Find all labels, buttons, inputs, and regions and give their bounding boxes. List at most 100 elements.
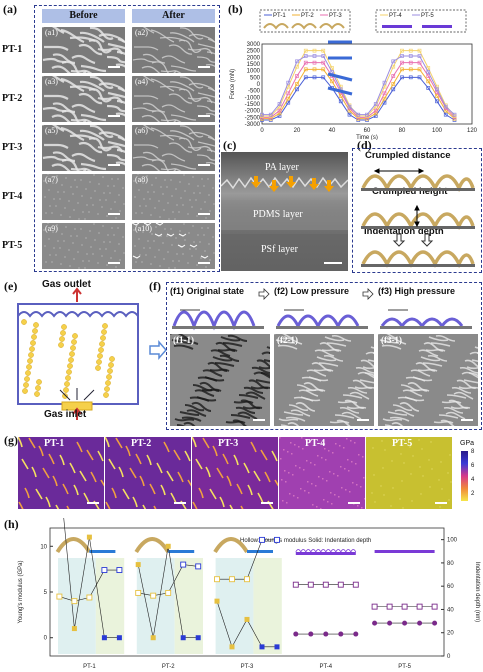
modulus-point [337, 581, 344, 588]
data-point [408, 54, 413, 58]
data-point [391, 82, 396, 86]
modulus-point [307, 581, 314, 588]
pa-layer-label: PA layer [265, 162, 299, 173]
data-point [400, 54, 404, 58]
depth-point [417, 620, 423, 626]
data-point [295, 87, 299, 92]
colorbar-tick-4: 4 [471, 477, 475, 483]
data-point [400, 67, 404, 72]
modulus-point [86, 594, 93, 601]
wrinkle-profile [380, 309, 472, 329]
data-point [286, 100, 291, 105]
data-point [330, 79, 334, 84]
depth-point [372, 620, 378, 626]
data-point [303, 60, 308, 65]
y-tick-label: -1500 [245, 102, 261, 108]
data-point [303, 48, 308, 53]
data-point [321, 48, 326, 53]
state-sem-image: (f2-1) [274, 334, 374, 426]
data-point [408, 48, 413, 53]
sem-image: (a1) [42, 27, 125, 73]
y2-tick-label: 20 [447, 631, 454, 637]
scale-bar [108, 213, 120, 215]
legend-label: PT-2 [301, 13, 314, 19]
y-tick-label: -1000 [245, 95, 261, 101]
sem-image: (a5) [42, 125, 125, 171]
sem-row-label: PT-2 [2, 93, 23, 104]
scale-bar [198, 164, 210, 166]
state-image-label: (f3-1) [381, 335, 402, 345]
colorbar-tick-6: 6 [471, 463, 475, 469]
data-point [303, 75, 308, 80]
data-point [426, 86, 431, 90]
data-point [365, 112, 369, 117]
data-point [382, 91, 387, 96]
scale-bar [253, 419, 265, 421]
y-tick-label: 0 [257, 82, 261, 88]
data-point [312, 60, 317, 65]
scale-bar [198, 66, 210, 68]
y-tick-label: 5 [44, 590, 48, 596]
sem-image: (a10) [132, 223, 215, 269]
depth-point [338, 631, 344, 637]
wrinkle-schematic [361, 168, 475, 269]
state-title: High pressure [394, 286, 456, 296]
data-point [303, 67, 308, 72]
y-tick-label: 10 [40, 544, 47, 550]
y-axis-label: Young's modulus (GPa) [18, 561, 24, 624]
data-point [295, 82, 299, 86]
wrinkle-profile [172, 309, 264, 331]
x-tick-label: 80 [399, 128, 406, 134]
data-point [400, 60, 404, 65]
data-point [382, 96, 387, 101]
data-point [408, 67, 413, 72]
series-line [262, 50, 455, 117]
depth-point [214, 598, 220, 604]
y-tick-label: 2000 [247, 55, 261, 61]
modulus-point [292, 581, 299, 588]
psf-layer-label: PSf layer [261, 244, 298, 255]
x-tick-label: 0 [260, 128, 264, 134]
sem-row-label: PT-5 [2, 240, 23, 251]
y2-tick-label: 40 [447, 607, 454, 613]
scale-bar [108, 115, 120, 117]
sem-image: (a4) [132, 76, 215, 122]
data-point [347, 104, 352, 109]
panel-f-frame [166, 282, 482, 430]
scale-bar [87, 502, 99, 504]
pdms-layer-label: PDMS layer [253, 209, 303, 220]
modulus-point [274, 536, 280, 543]
modulus-point [401, 603, 408, 610]
sem-row-label: PT-1 [2, 44, 23, 55]
data-point [391, 87, 396, 92]
sem-image-label: (a5) [45, 126, 58, 135]
y2-tick-label: 100 [447, 538, 458, 544]
data-point [417, 60, 422, 65]
sem-image: (a8) [132, 174, 215, 220]
y-tick-label: -3000 [245, 122, 261, 128]
map-title: PT-3 [218, 438, 239, 449]
depth-point [402, 620, 408, 626]
category-label: PT-4 [319, 664, 332, 670]
state-sem-image: (f1-1) [170, 334, 270, 426]
before-header: Before [42, 9, 125, 23]
y-tick-label: 500 [250, 75, 261, 81]
depth-point [135, 562, 141, 568]
cross-section-image: PA layer PDMS layer PSf layer [221, 152, 348, 271]
depth-point [116, 635, 122, 641]
crumpled-distance-label: Crumpled distance [365, 150, 451, 161]
depth-point [86, 534, 92, 540]
data-point [391, 74, 396, 78]
scale-bar [174, 502, 186, 504]
sem-image-label: (a3) [45, 77, 58, 86]
depth-point [323, 631, 329, 637]
sem-row-label: PT-4 [2, 191, 23, 202]
x-tick-label: 20 [294, 128, 301, 134]
data-point [382, 80, 387, 85]
sem-image: (a7) [42, 174, 125, 220]
data-point [417, 54, 422, 58]
force-chart: -3000-2500-2000-1500-1000-50005001000150… [230, 9, 478, 140]
colorbar-tick-2: 2 [471, 491, 475, 497]
modulus-point [101, 567, 108, 574]
y-tick-label: -2500 [245, 115, 261, 121]
